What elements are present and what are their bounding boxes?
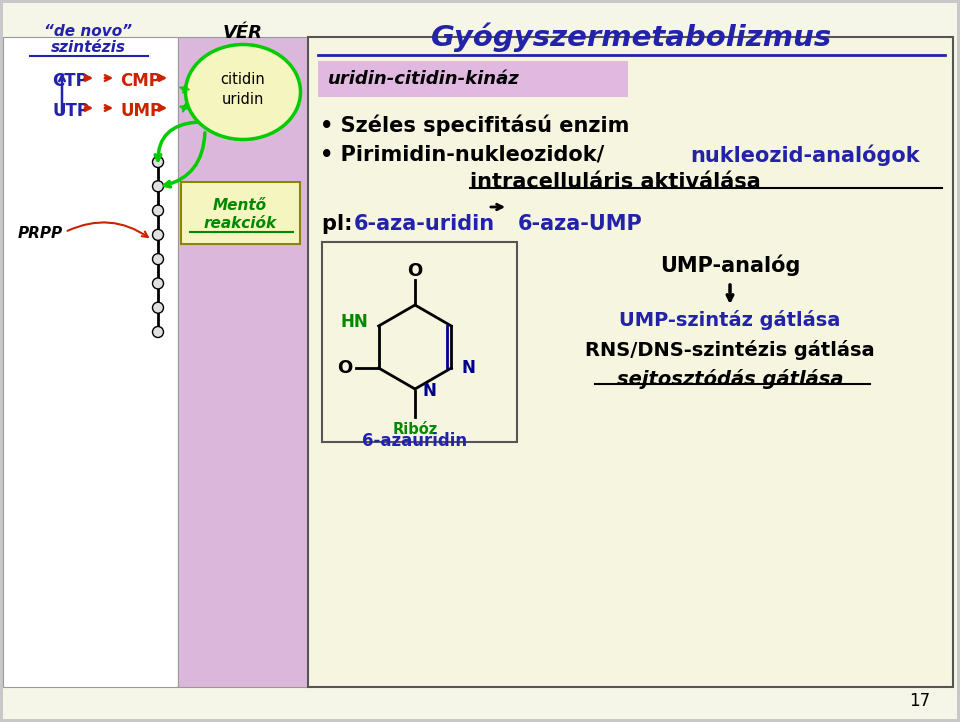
Circle shape [153,180,163,192]
Ellipse shape [185,45,300,139]
Text: 6-azauridin: 6-azauridin [363,432,468,450]
Text: intracelluláris aktiválása: intracelluláris aktiválása [470,172,760,192]
Text: VÉR: VÉR [223,24,263,42]
Text: szintézis: szintézis [51,40,126,55]
Circle shape [153,278,163,289]
Text: citidin: citidin [221,72,265,87]
Text: UMP: UMP [120,102,162,120]
Text: PRPP: PRPP [18,227,63,241]
Circle shape [153,230,163,240]
Circle shape [153,253,163,265]
Bar [178,37,308,687]
Bar [308,37,953,687]
Text: uridin-citidin-kináz: uridin-citidin-kináz [328,70,519,88]
Bar [318,61,628,97]
Text: • Pirimidin-nukleozidok/: • Pirimidin-nukleozidok/ [320,144,604,164]
Text: uridin: uridin [222,92,264,108]
Text: CMP: CMP [120,72,161,90]
Text: sejtosztódás gátlása: sejtosztódás gátlása [616,369,843,389]
Text: UTP: UTP [52,102,89,120]
Circle shape [153,205,163,216]
Text: “de novo”: “de novo” [44,24,132,39]
Text: UMP-analóg: UMP-analóg [660,254,801,276]
Text: HN: HN [341,313,369,331]
Circle shape [153,157,163,168]
Text: 6-aza-UMP: 6-aza-UMP [518,214,643,234]
Text: O: O [407,262,422,280]
FancyBboxPatch shape [181,182,300,244]
Text: nukleozid-analógok: nukleozid-analógok [690,144,920,165]
Text: N: N [462,359,475,377]
Text: pl:: pl: [322,214,360,234]
Text: O: O [337,359,352,377]
Text: reakciók: reakciók [204,215,276,230]
Circle shape [153,326,163,337]
Circle shape [153,303,163,313]
Text: Mentő: Mentő [213,199,267,214]
Text: UMP-szintáz gátlása: UMP-szintáz gátlása [619,310,841,330]
Text: Gyógyszermetabolizmus: Gyógyszermetabolizmus [431,22,832,51]
Text: RNS/DNS-szintézis gátlása: RNS/DNS-szintézis gátlása [586,340,875,360]
Text: 17: 17 [909,692,930,710]
Text: N: N [423,382,437,400]
Text: Ribóz: Ribóz [393,422,438,437]
Bar [322,242,517,442]
Text: • Széles specifitású enzim: • Széles specifitású enzim [320,115,630,136]
Bar [3,37,178,687]
Text: 6-aza-uridin: 6-aza-uridin [354,214,495,234]
Text: CTP: CTP [52,72,87,90]
